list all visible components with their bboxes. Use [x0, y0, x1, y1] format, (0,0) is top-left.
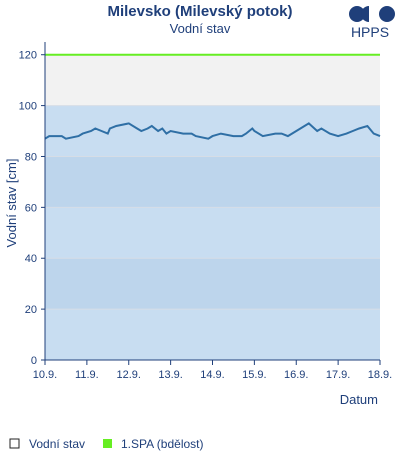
x-tick-label-2: 12.9.	[117, 369, 141, 381]
chart-subtitle: Vodní stav	[170, 21, 231, 36]
plot-bands	[45, 42, 380, 360]
legend-label-spa: 1.SPA (bdělost)	[121, 437, 204, 451]
chart-title: Milevsko (Milevský potok)	[107, 3, 292, 20]
y-tick-label-120: 120	[19, 50, 37, 62]
x-tick-label-7: 17.9.	[326, 369, 350, 381]
legend-label-water-level: Vodní stav	[29, 437, 85, 451]
x-tick-label-5: 15.9.	[242, 369, 266, 381]
band-60-80	[45, 156, 380, 208]
logo-dot-1	[349, 6, 365, 22]
legend-swatch-spa	[103, 439, 112, 448]
legend-item-spa[interactable]: 1.SPA (bdělost)	[103, 437, 204, 451]
y-tick-labels: 0 20 40 60 80 100 120	[19, 50, 45, 367]
x-tick-labels: 10.9. 11.9. 12.9. 13.9. 14.9. 15.9. 16.9. 17.9.…	[33, 360, 392, 381]
band-0-20	[45, 309, 380, 360]
logo-dot-2	[379, 6, 395, 22]
y-tick-label-20: 20	[25, 304, 37, 316]
x-tick-label-3: 13.9.	[158, 369, 182, 381]
series-layer	[44, 53, 381, 140]
band-80-100	[45, 105, 380, 157]
y-tick-label-100: 100	[19, 101, 37, 113]
hpps-logo: HPPS	[349, 6, 395, 40]
plot-background	[45, 42, 380, 55]
band-40-60	[45, 207, 380, 259]
x-tick-label-0: 10.9.	[33, 369, 57, 381]
y-tick-label-60: 60	[25, 202, 37, 214]
legend-item-water-level[interactable]: Vodní stav	[9, 437, 85, 451]
series-line-water-level	[44, 122, 381, 140]
logo-half-dot	[361, 6, 369, 22]
legend: Vodní stav 1.SPA (bdělost)	[9, 437, 204, 451]
y-tick-label-0: 0	[31, 355, 37, 367]
legend-swatch-water-level	[9, 438, 20, 449]
y-tick-label-40: 40	[25, 253, 37, 265]
logo-text: HPPS	[351, 24, 389, 40]
x-axis-title: Datum	[340, 392, 378, 407]
y-tick-label-80: 80	[25, 151, 37, 163]
y-axis-title: Vodní stav [cm]	[4, 159, 19, 248]
x-tick-label-8: 18.9.	[368, 369, 392, 381]
band-20-40	[45, 258, 380, 310]
x-tick-label-4: 14.9.	[200, 369, 224, 381]
x-tick-label-1: 11.9.	[75, 369, 99, 381]
band-100-120	[45, 54, 380, 106]
x-tick-label-6: 16.9.	[284, 369, 308, 381]
